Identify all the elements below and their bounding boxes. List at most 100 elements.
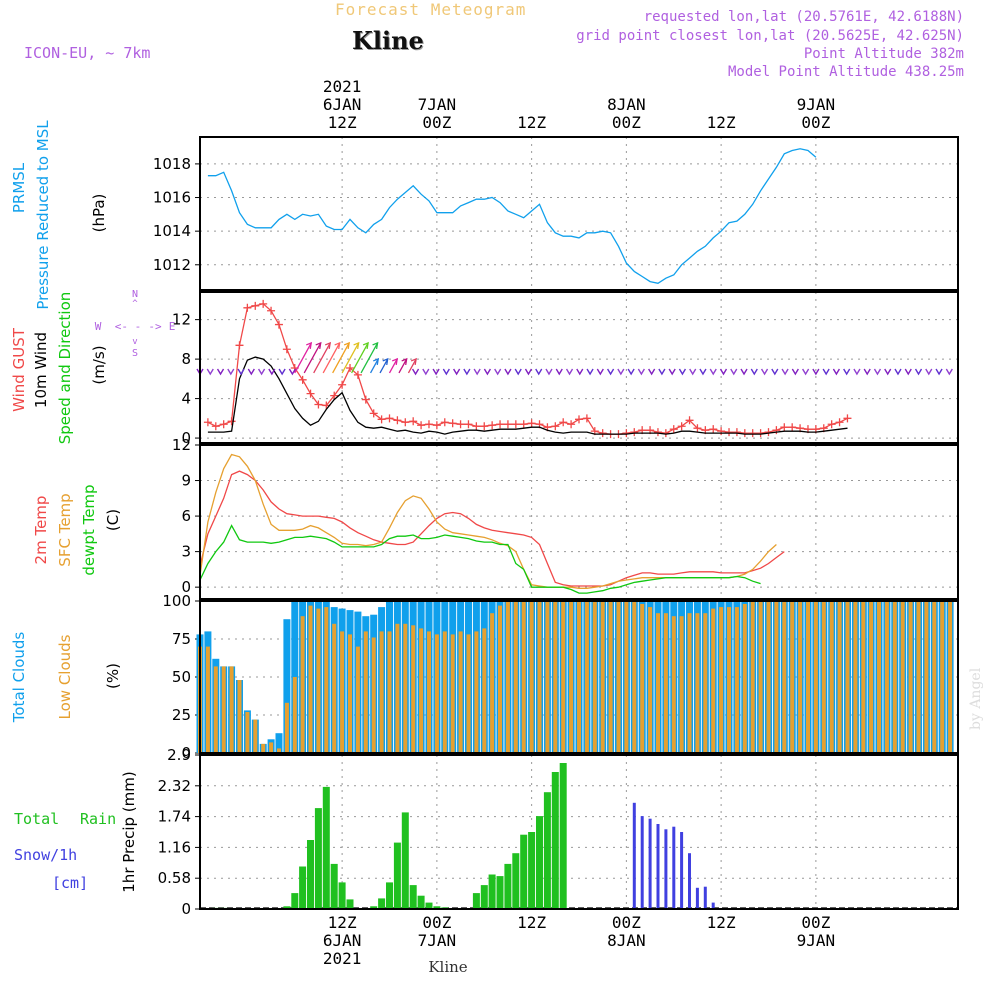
wind-arrowhead bbox=[343, 341, 350, 350]
time-label-bottom: 12Z bbox=[517, 913, 546, 932]
gust-marker bbox=[693, 424, 702, 433]
wind-arrowhead bbox=[306, 341, 313, 350]
low-cloud-bar bbox=[837, 601, 842, 753]
wind-direction-arrow bbox=[422, 368, 430, 376]
snow-bar bbox=[711, 902, 715, 909]
snow-bar bbox=[695, 887, 699, 909]
low-cloud-bar bbox=[569, 601, 574, 753]
wind-arrowhead bbox=[315, 341, 322, 350]
gust-marker bbox=[551, 422, 560, 431]
wind-direction-arrow bbox=[494, 368, 502, 376]
wind-direction-arrow bbox=[689, 368, 697, 376]
gust-marker bbox=[330, 391, 339, 400]
rain-bar bbox=[504, 863, 512, 909]
wind-direction-arrow bbox=[832, 368, 841, 376]
rain-bar bbox=[401, 812, 409, 909]
low-cloud-bar bbox=[750, 601, 755, 753]
compass-s: S bbox=[132, 348, 138, 359]
low-cloud-bar bbox=[205, 646, 210, 753]
time-label-top: 12Z bbox=[707, 113, 736, 132]
snow-bar bbox=[672, 826, 676, 909]
low-cloud-bar bbox=[829, 601, 834, 753]
gust-marker bbox=[259, 299, 268, 308]
low-cloud-bar bbox=[261, 743, 266, 753]
gust-marker bbox=[511, 420, 520, 429]
gust-marker bbox=[598, 429, 607, 438]
ylabel-pressure-msl: Pressure Reduced to MSL bbox=[34, 120, 52, 310]
gust-marker bbox=[559, 418, 568, 427]
rain-bar bbox=[551, 772, 559, 909]
wind-direction-arrow bbox=[278, 368, 286, 376]
gust-marker bbox=[338, 380, 347, 389]
rain-bar bbox=[528, 832, 536, 909]
y-tick-label: 75 bbox=[172, 630, 191, 648]
gust-marker bbox=[788, 423, 797, 432]
gust-marker bbox=[653, 428, 662, 437]
wind-arrow bbox=[313, 342, 331, 374]
wind-arrowhead bbox=[401, 357, 408, 366]
ylabel-10m-wind: 10m Wind bbox=[32, 332, 50, 408]
wind-direction-arrow bbox=[617, 368, 625, 376]
panel-precip: 0 0.58 1.16 1.74 2.32 2.9 bbox=[158, 746, 959, 918]
gust-marker bbox=[748, 429, 757, 438]
rain-bar bbox=[433, 906, 441, 909]
time-label-top: 8JAN bbox=[607, 95, 646, 114]
wind-direction-arrow bbox=[914, 368, 923, 376]
low-cloud-bar bbox=[387, 631, 392, 753]
gust-marker bbox=[243, 303, 252, 312]
gust-marker bbox=[669, 425, 678, 434]
low-cloud-bar bbox=[774, 601, 779, 753]
y-tick-label: 4 bbox=[181, 390, 191, 408]
wind-arrow bbox=[322, 342, 341, 374]
low-cloud-bar bbox=[679, 616, 684, 753]
low-cloud-bar bbox=[663, 613, 668, 753]
rain-bar bbox=[536, 816, 543, 909]
low-cloud-bar bbox=[924, 601, 929, 753]
forecast-title: Forecast Meteogram bbox=[335, 0, 527, 19]
gust-marker bbox=[298, 375, 307, 384]
series-line-sfc-temp bbox=[199, 453, 777, 589]
low-cloud-bar bbox=[806, 601, 810, 753]
low-cloud-bar bbox=[427, 631, 431, 753]
compass-arrow-n: ^ bbox=[132, 299, 138, 309]
low-cloud-bar bbox=[695, 613, 700, 753]
model-name: ICON-EU, ~ 7km bbox=[24, 44, 151, 62]
gust-marker bbox=[480, 422, 489, 431]
wind-direction-arrow bbox=[884, 368, 892, 376]
gust-marker bbox=[630, 428, 639, 437]
wind-arrow bbox=[369, 358, 379, 374]
wind-arrow bbox=[294, 342, 312, 374]
ylabel-speed-direction: Speed and Direction bbox=[56, 292, 74, 445]
low-cloud-bar bbox=[490, 613, 495, 753]
gust-marker bbox=[211, 422, 220, 431]
rain-bar bbox=[322, 786, 330, 909]
low-cloud-bar bbox=[584, 601, 589, 753]
y-tick-label: 0 bbox=[181, 744, 191, 762]
low-cloud-bar bbox=[900, 601, 905, 753]
time-label-bottom: 00Z bbox=[422, 913, 451, 932]
wind-arrow bbox=[398, 358, 408, 374]
low-cloud-bar bbox=[861, 601, 866, 753]
wind-direction-arrow bbox=[463, 368, 471, 376]
gust-marker bbox=[575, 415, 583, 424]
wind-arrow bbox=[332, 342, 350, 374]
ylabel-dewpt-temp: dewpt Temp bbox=[80, 484, 98, 575]
gust-marker bbox=[203, 418, 212, 427]
low-cloud-bar bbox=[798, 601, 803, 753]
low-cloud-bar bbox=[213, 666, 218, 753]
wind-direction-arrow bbox=[945, 368, 953, 376]
low-cloud-bar bbox=[498, 605, 502, 753]
rain-bar bbox=[291, 893, 299, 909]
low-cloud-bar bbox=[908, 601, 913, 753]
low-cloud-bar bbox=[245, 712, 250, 753]
ylabel-prmsl: PRMSL bbox=[10, 162, 28, 213]
compass-e: E bbox=[169, 320, 176, 333]
low-cloud-bar bbox=[884, 601, 889, 753]
low-cloud-bar bbox=[821, 601, 826, 753]
panel-frame bbox=[199, 754, 959, 910]
low-cloud-bar bbox=[284, 702, 289, 753]
wind-direction-arrow bbox=[216, 368, 225, 376]
time-label-top: 7JAN bbox=[418, 95, 457, 114]
wind-direction-arrow bbox=[648, 368, 656, 376]
ylabel-sfc-temp: SFC Temp bbox=[56, 493, 74, 566]
